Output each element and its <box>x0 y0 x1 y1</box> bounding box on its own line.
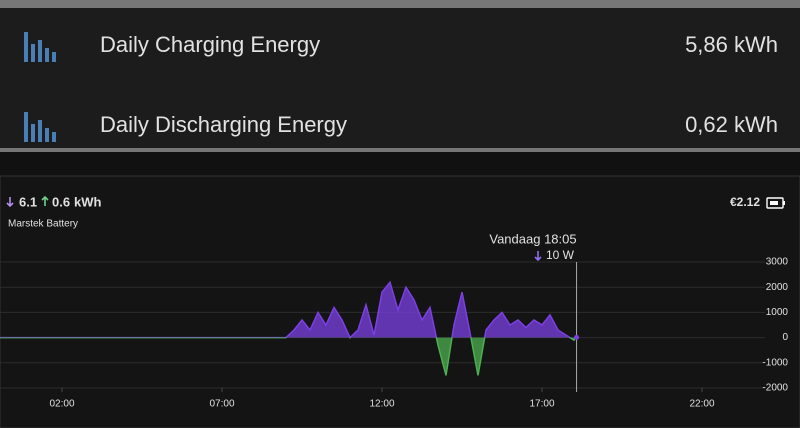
entity-name[interactable]: Daily Discharging Energy <box>100 112 347 137</box>
x-tick-label: 12:00 <box>369 399 394 410</box>
entity-value[interactable]: 5,86 kWh <box>685 32 778 57</box>
series-area <box>0 282 577 376</box>
discharged: 0.6 <box>52 194 70 209</box>
y-tick-label: 1000 <box>766 307 789 318</box>
entity-value[interactable]: 0,62 kWh <box>685 112 778 137</box>
tooltip-time: Vandaag 18:05 <box>489 231 576 246</box>
x-tick-label: 22:00 <box>689 399 714 410</box>
x-tick-label: 02:00 <box>49 399 74 410</box>
icon <box>6 197 14 208</box>
entities-card <box>0 8 800 148</box>
y-tick-label: 3000 <box>766 257 789 268</box>
y-tick-label: 2000 <box>766 282 789 293</box>
y-tick-label: -1000 <box>762 357 788 368</box>
card-title: Marstek Battery <box>8 219 78 230</box>
charged: 6.1 <box>19 194 37 209</box>
y-tick-label: -2000 <box>762 383 788 394</box>
entity-name[interactable]: Daily Charging Energy <box>100 32 320 57</box>
icon <box>24 112 56 142</box>
icon <box>41 195 49 206</box>
tooltip-value: 10 W <box>546 248 575 262</box>
battery-icon <box>766 197 785 209</box>
x-tick-label: 17:00 <box>529 399 554 410</box>
x-tick-label: 07:00 <box>209 399 234 410</box>
unit: kWh <box>74 194 102 209</box>
series-line <box>0 280 578 376</box>
icon <box>534 251 542 262</box>
y-tick-label: 0 <box>782 332 788 343</box>
cursor-point <box>574 334 580 340</box>
icon <box>24 32 56 62</box>
cost: €2.12 <box>730 195 760 209</box>
